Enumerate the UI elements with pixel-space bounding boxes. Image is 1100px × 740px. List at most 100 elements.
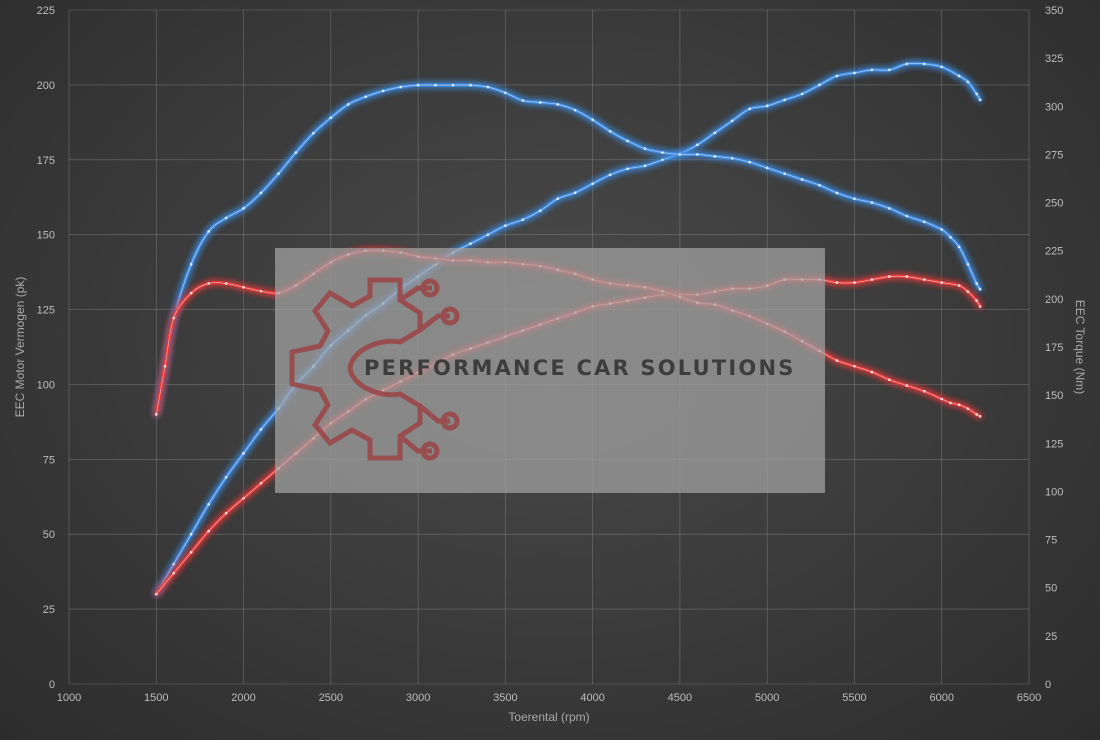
data-point <box>504 91 507 95</box>
data-point <box>608 173 612 177</box>
data-point <box>748 107 752 111</box>
right-y-tick-label: 25 <box>1045 631 1057 643</box>
right-y-tick-label: 325 <box>1045 53 1063 65</box>
data-point <box>835 281 839 284</box>
data-point <box>504 224 507 227</box>
data-point <box>957 284 961 287</box>
data-point <box>643 147 647 150</box>
data-point <box>870 278 874 281</box>
data-point <box>259 289 263 293</box>
data-point <box>154 413 158 416</box>
data-point <box>189 291 193 295</box>
data-point <box>870 68 874 72</box>
right-y-tick-label: 50 <box>1045 583 1057 595</box>
left-y-tick-label: 50 <box>43 529 55 541</box>
data-point <box>853 197 856 201</box>
data-point <box>207 529 210 533</box>
x-tick-label: 5500 <box>842 692 866 704</box>
right-y-tick-label: 75 <box>1045 535 1057 547</box>
data-point <box>591 182 594 186</box>
data-point <box>835 74 839 78</box>
data-point <box>905 384 909 387</box>
data-point <box>242 286 245 289</box>
data-point <box>966 80 970 84</box>
data-point <box>312 131 315 135</box>
data-point <box>978 98 982 102</box>
data-point <box>888 378 891 382</box>
data-point <box>224 282 228 285</box>
data-point <box>888 68 891 72</box>
right-y-tick-label: 225 <box>1045 246 1063 258</box>
left-y-tick-label: 125 <box>37 305 55 317</box>
data-point <box>626 167 629 171</box>
data-point <box>172 316 176 320</box>
data-point <box>154 592 158 596</box>
data-point <box>800 178 804 181</box>
x-tick-label: 5000 <box>755 692 779 704</box>
data-point <box>975 92 978 96</box>
left-y-tick-label: 200 <box>37 80 55 92</box>
left-y-axis-label: EEC Motor Vermogen (pk) <box>13 277 27 418</box>
data-point <box>940 65 944 69</box>
data-point <box>538 101 542 104</box>
data-point <box>163 364 167 368</box>
data-point <box>975 413 978 416</box>
data-point <box>818 83 821 87</box>
data-point <box>242 207 245 210</box>
data-point <box>922 389 926 393</box>
data-point <box>364 95 368 98</box>
data-point <box>888 207 891 210</box>
data-point <box>521 99 525 102</box>
data-point <box>978 415 982 418</box>
data-point <box>975 282 978 285</box>
data-point <box>853 364 856 368</box>
gear-circuit-icon <box>289 277 460 461</box>
data-point <box>189 532 193 536</box>
right-y-tick-label: 150 <box>1045 390 1063 402</box>
data-point <box>207 230 210 233</box>
data-point <box>905 275 909 278</box>
data-point <box>940 397 944 401</box>
right-y-tick-label: 200 <box>1045 294 1063 306</box>
data-point <box>713 131 717 135</box>
x-tick-label: 1500 <box>144 692 168 704</box>
data-point <box>765 104 769 108</box>
data-point <box>678 153 682 156</box>
data-point <box>949 401 952 405</box>
data-point <box>451 83 455 87</box>
data-point <box>870 370 874 374</box>
data-point <box>573 108 577 112</box>
data-point <box>730 156 734 160</box>
data-point <box>329 116 333 120</box>
data-point <box>259 191 263 195</box>
series-tuned-torque <box>154 83 982 416</box>
data-point <box>966 262 970 266</box>
data-point <box>818 183 821 187</box>
data-point <box>922 278 926 281</box>
data-point <box>783 98 786 102</box>
data-point <box>661 158 664 162</box>
data-point <box>573 191 577 195</box>
data-point <box>277 172 280 175</box>
left-y-tick-label: 75 <box>43 454 55 466</box>
x-tick-label: 6500 <box>1017 692 1041 704</box>
x-tick-label: 3000 <box>406 692 430 704</box>
data-point <box>189 262 193 266</box>
right-y-tick-label: 275 <box>1045 149 1063 161</box>
data-point <box>783 172 786 175</box>
data-point <box>957 74 961 78</box>
x-tick-label: 2000 <box>231 692 255 704</box>
x-axis-label: Toerental (rpm) <box>508 710 589 724</box>
left-y-tick-label: 175 <box>37 155 55 167</box>
data-point <box>521 218 525 221</box>
left-y-tick-label: 25 <box>43 604 55 616</box>
right-y-tick-label: 100 <box>1045 486 1063 498</box>
data-point <box>224 216 228 220</box>
right-y-tick-label: 125 <box>1045 438 1063 450</box>
data-point <box>978 305 982 308</box>
data-point <box>957 245 961 249</box>
data-point <box>800 92 804 96</box>
data-point <box>469 83 472 87</box>
data-point <box>224 511 228 515</box>
